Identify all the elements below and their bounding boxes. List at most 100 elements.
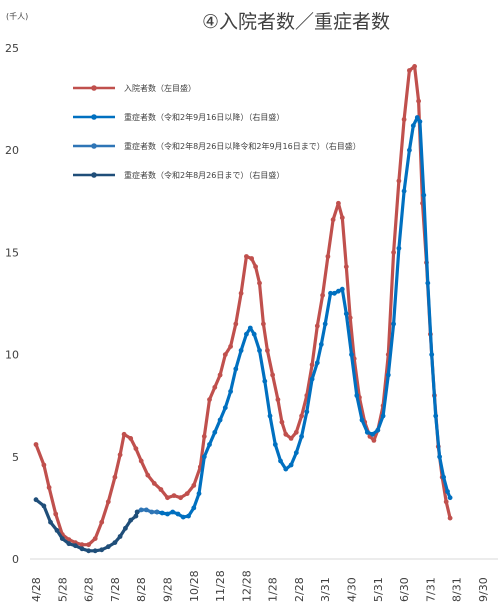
data-point: [133, 446, 139, 451]
data-point: [112, 474, 118, 480]
data-point: [207, 397, 212, 402]
x-tick-label: 1/28: [267, 577, 280, 602]
legend-marker: [91, 172, 97, 178]
data-point: [385, 372, 391, 378]
data-point: [46, 485, 52, 490]
data-point: [396, 178, 402, 184]
data-point: [283, 431, 289, 437]
x-axis: 4/28 5/28 6/28 7/28 8/28 9/28 10/28 11/28 12/28 1…: [30, 558, 498, 602]
data-point: [407, 68, 412, 73]
data-point: [441, 474, 446, 480]
data-point: [180, 514, 186, 520]
data-point: [339, 215, 345, 221]
data-point: [175, 511, 181, 517]
data-point: [391, 250, 396, 255]
data-point: [391, 321, 396, 327]
data-point: [41, 462, 47, 468]
data-point: [233, 366, 239, 372]
y-tick-label: 15: [5, 246, 19, 259]
data-point: [196, 491, 202, 496]
data-point: [134, 509, 140, 515]
y-tick-label: 5: [12, 451, 19, 464]
data-point: [330, 217, 336, 223]
data-point: [375, 427, 381, 433]
legend-marker: [91, 143, 97, 149]
legend-label: 重症者数（令和2年8月26日まで）（右目盛）: [124, 170, 284, 180]
data-point: [228, 389, 234, 394]
data-point: [144, 507, 149, 513]
data-point: [336, 288, 341, 294]
data-point: [272, 442, 278, 447]
data-point: [92, 536, 98, 541]
data-point: [364, 429, 370, 435]
data-point: [288, 462, 294, 468]
data-point: [99, 547, 105, 553]
x-tick-label: 7/28: [109, 577, 122, 602]
data-point: [170, 509, 176, 515]
chart-title: ④入院者数／重症者数: [202, 11, 390, 33]
x-tick-label: 12/28: [240, 570, 253, 602]
data-point: [212, 384, 218, 390]
data-point: [191, 483, 197, 488]
data-point: [79, 546, 85, 552]
data-point: [412, 64, 417, 69]
data-point: [417, 119, 423, 124]
data-point: [105, 544, 111, 550]
data-point: [410, 123, 416, 129]
data-point: [66, 541, 72, 547]
data-point: [293, 429, 299, 435]
y-axis: 0 5 10 15 20 25: [5, 42, 19, 566]
data-point: [343, 311, 349, 317]
data-point: [238, 290, 244, 296]
data-point: [191, 505, 197, 511]
data-point: [207, 442, 212, 447]
x-tick-label: 5/31: [372, 577, 385, 602]
data-point: [201, 434, 207, 439]
data-point: [159, 510, 165, 516]
data-point: [339, 286, 345, 292]
data-point: [261, 321, 266, 327]
y-tick-label: 0: [12, 553, 19, 566]
data-point: [283, 466, 289, 472]
data-point: [299, 413, 304, 419]
x-tick-label: 5/28: [56, 577, 69, 602]
data-point: [309, 362, 315, 368]
data-point: [380, 413, 386, 419]
data-point: [279, 419, 285, 425]
y-tick-label: 10: [5, 349, 19, 362]
x-tick-label: 6/28: [83, 577, 96, 602]
data-point: [437, 454, 442, 460]
data-point: [48, 519, 53, 525]
data-point: [421, 192, 427, 198]
data-point: [158, 487, 164, 492]
data-point: [184, 491, 190, 496]
legend-label: 重症者数（令和2年9月16日以降）（右目盛）: [124, 112, 284, 122]
data-point: [123, 525, 128, 531]
data-point: [186, 513, 191, 519]
data-point: [33, 497, 39, 503]
data-point: [293, 450, 299, 456]
data-point: [128, 517, 134, 523]
data-point: [433, 413, 439, 419]
data-point: [53, 511, 59, 517]
data-point: [343, 264, 349, 270]
data-point: [322, 321, 328, 327]
data-point: [165, 495, 170, 501]
data-point: [447, 495, 453, 501]
x-tick-label: 8/31: [451, 577, 464, 602]
x-tick-label: 2/28: [293, 577, 306, 602]
data-point: [328, 290, 333, 296]
data-point: [401, 188, 407, 194]
y-tick-label: 20: [5, 144, 19, 157]
data-point: [59, 536, 65, 541]
data-point: [222, 352, 228, 357]
data-point: [212, 429, 218, 435]
data-point: [149, 509, 155, 515]
data-point: [349, 352, 354, 357]
data-point: [370, 431, 375, 437]
legend-item: 入院者数（左目盛）: [73, 83, 196, 93]
data-point: [99, 519, 105, 525]
data-point: [238, 348, 244, 353]
data-point: [201, 454, 207, 460]
x-tick-label: 3/31: [319, 577, 332, 602]
